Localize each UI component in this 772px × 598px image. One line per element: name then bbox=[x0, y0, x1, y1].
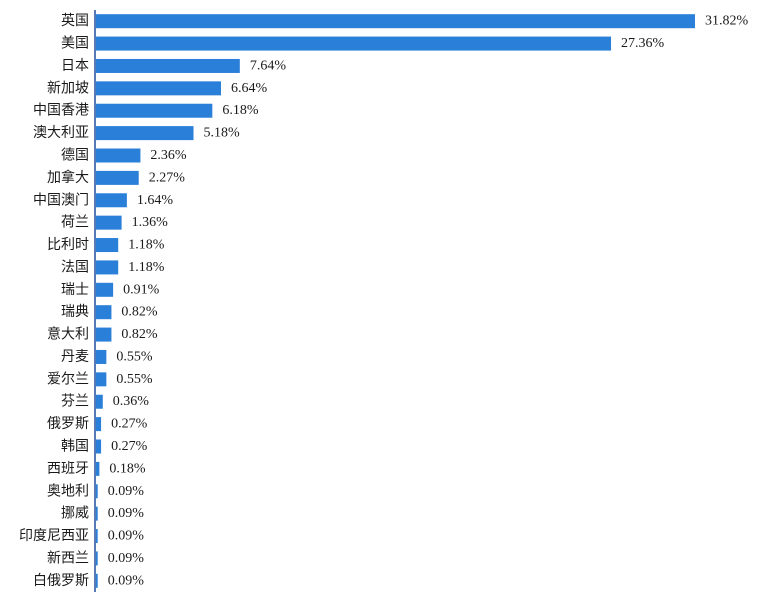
value-labels-group: 31.82% 27.36% 7.64% 6.64% 6.18% 5.18% 2.36% 2.2… bbox=[108, 14, 749, 589]
category-label: 新加坡 bbox=[47, 80, 89, 96]
value-label: 1.36% bbox=[132, 215, 169, 230]
category-label: 印度尼西亚 bbox=[19, 528, 89, 544]
bar bbox=[96, 58, 240, 73]
bar bbox=[96, 103, 213, 118]
bar bbox=[96, 372, 107, 387]
bar bbox=[96, 215, 122, 230]
bar bbox=[96, 193, 127, 208]
category-label: 挪威 bbox=[61, 506, 89, 522]
bar bbox=[96, 36, 612, 51]
bar bbox=[96, 349, 107, 364]
category-label: 加拿大 bbox=[47, 169, 89, 186]
category-label: 比利时 bbox=[47, 237, 89, 253]
value-label: 5.18% bbox=[204, 126, 241, 141]
category-label: 中国香港 bbox=[33, 103, 89, 119]
value-label: 0.91% bbox=[123, 282, 160, 297]
value-label: 27.36% bbox=[621, 36, 665, 51]
value-label: 1.64% bbox=[137, 193, 174, 208]
value-label: 31.82% bbox=[705, 14, 749, 29]
category-label: 芬兰 bbox=[61, 394, 89, 410]
value-label: 0.09% bbox=[108, 551, 145, 566]
bar bbox=[96, 327, 112, 342]
value-label: 1.18% bbox=[128, 260, 165, 275]
category-label: 丹麦 bbox=[61, 349, 89, 365]
category-label: 美国 bbox=[61, 36, 89, 52]
bar bbox=[96, 305, 112, 320]
category-label: 新西兰 bbox=[47, 550, 89, 566]
bar bbox=[96, 529, 98, 544]
category-label: 澳大利亚 bbox=[33, 125, 89, 141]
category-label: 俄罗斯 bbox=[47, 416, 89, 432]
category-label: 英国 bbox=[61, 12, 89, 29]
category-labels-group: 英国美国日本新加坡中国香港澳大利亚德国加拿大中国澳门荷兰比利时法国瑞士瑞典意大利… bbox=[19, 12, 89, 589]
category-label: 白俄罗斯 bbox=[33, 573, 89, 589]
bar bbox=[96, 14, 695, 29]
bar bbox=[96, 417, 102, 432]
category-label: 爱尔兰 bbox=[47, 371, 89, 387]
bar bbox=[96, 238, 119, 253]
value-label: 0.55% bbox=[116, 372, 152, 387]
value-label: 0.09% bbox=[108, 484, 145, 499]
value-label: 0.09% bbox=[108, 529, 145, 544]
value-label: 0.82% bbox=[121, 327, 158, 342]
value-label: 0.27% bbox=[111, 417, 147, 432]
value-label: 0.27% bbox=[111, 439, 147, 454]
bar bbox=[96, 170, 139, 185]
category-label: 西班牙 bbox=[47, 461, 89, 477]
value-label: 0.36% bbox=[113, 394, 150, 409]
category-label: 日本 bbox=[61, 58, 89, 74]
bar bbox=[96, 394, 103, 409]
value-label: 6.64% bbox=[231, 81, 268, 96]
value-label: 2.27% bbox=[149, 170, 186, 185]
value-label: 0.18% bbox=[109, 461, 145, 476]
value-label: 0.09% bbox=[108, 573, 145, 588]
value-label: 0.82% bbox=[121, 305, 158, 320]
category-label: 奥地利 bbox=[47, 482, 89, 499]
category-label: 瑞典 bbox=[61, 304, 89, 320]
category-label: 荷兰 bbox=[61, 215, 89, 231]
bar bbox=[96, 439, 102, 454]
category-label: 德国 bbox=[61, 148, 89, 164]
value-label: 2.36% bbox=[150, 148, 187, 163]
bar bbox=[96, 506, 98, 521]
bar bbox=[96, 260, 119, 275]
value-label: 0.09% bbox=[108, 506, 145, 521]
value-label: 7.64% bbox=[250, 58, 287, 73]
bar bbox=[96, 484, 98, 499]
bar bbox=[96, 573, 98, 588]
category-label: 韩国 bbox=[61, 439, 89, 455]
bar bbox=[96, 282, 114, 297]
category-label: 中国澳门 bbox=[33, 192, 89, 208]
bar bbox=[96, 81, 221, 96]
bar bbox=[96, 551, 98, 566]
value-label: 0.55% bbox=[116, 349, 152, 364]
value-label: 1.18% bbox=[128, 238, 165, 253]
bar bbox=[96, 126, 194, 141]
bars-group bbox=[96, 14, 695, 588]
category-label: 法国 bbox=[61, 259, 89, 275]
category-label: 意大利 bbox=[47, 326, 89, 343]
value-label: 6.18% bbox=[222, 103, 259, 118]
bar bbox=[96, 148, 141, 163]
category-label: 瑞士 bbox=[61, 282, 89, 298]
bar bbox=[96, 461, 100, 476]
